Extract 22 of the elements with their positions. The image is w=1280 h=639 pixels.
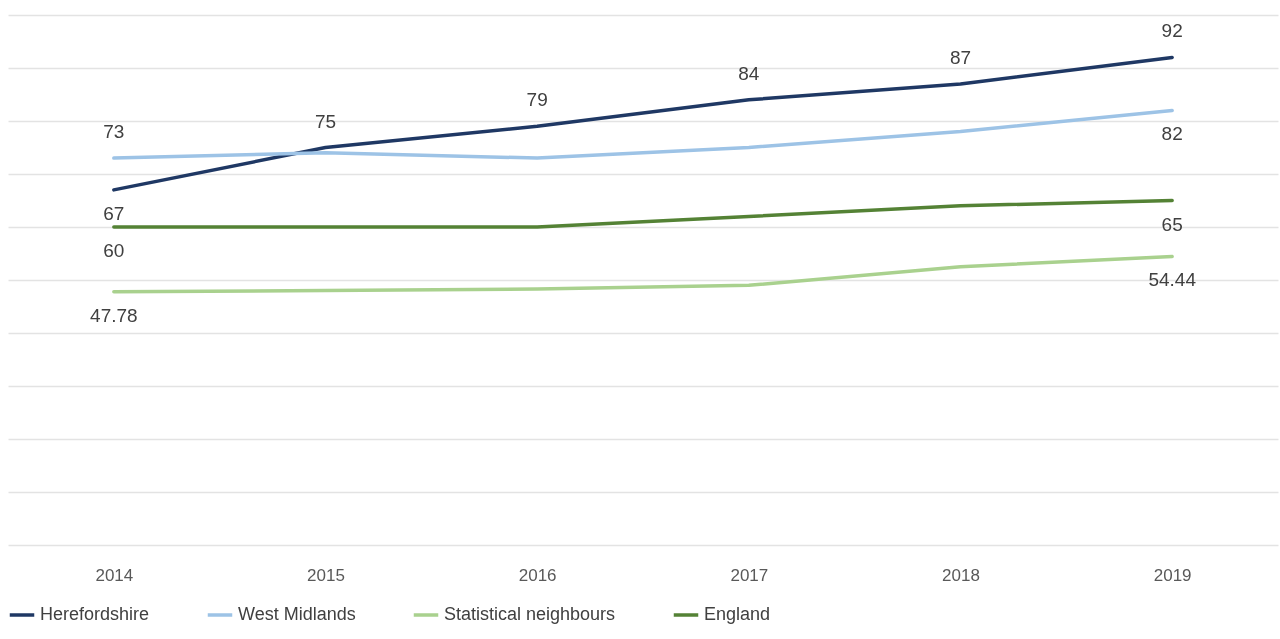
legend-label: England (704, 604, 771, 624)
data-label: 54.44 (1148, 269, 1197, 291)
legend-label: West Midlands (238, 604, 356, 624)
data-label: 73 (103, 121, 125, 143)
data-label: 65 (1161, 213, 1183, 235)
data-label: 60 (103, 240, 125, 261)
x-tick-label: 2018 (942, 565, 980, 585)
data-label: 84 (738, 62, 760, 84)
data-label: 79 (526, 89, 548, 111)
x-tick-label: 2015 (307, 565, 345, 585)
data-label: 67 (103, 202, 125, 224)
data-label: 75 (314, 110, 337, 132)
x-tick-label: 2016 (518, 565, 557, 585)
data-label: 82 (1161, 123, 1183, 145)
legend-label: Statistical neighbours (444, 604, 616, 624)
x-tick-label: 2014 (95, 565, 134, 585)
x-tick-label: 2019 (1153, 565, 1192, 585)
data-label: 92 (1161, 20, 1183, 42)
x-tick-label: 2017 (730, 565, 769, 585)
data-label: 47.78 (90, 304, 138, 326)
data-label: 87 (949, 46, 972, 68)
legend-label: Herefordshire (40, 604, 150, 624)
